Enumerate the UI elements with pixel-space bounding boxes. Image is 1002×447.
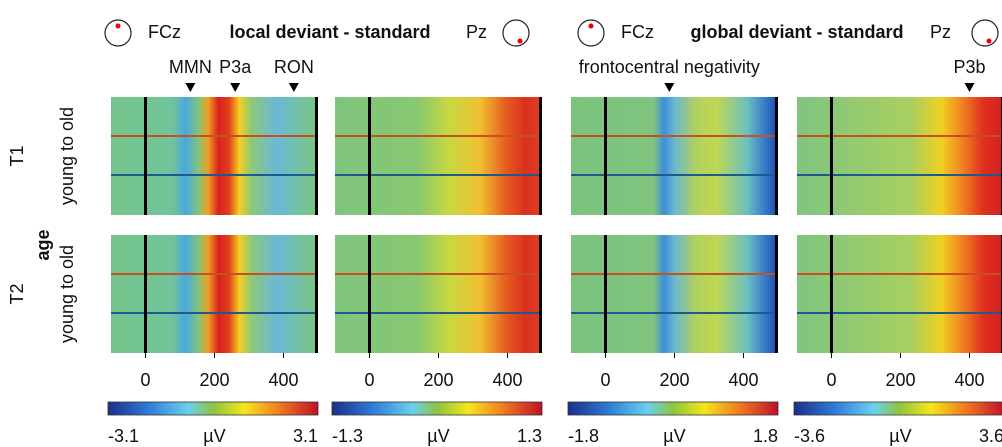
- annotation-arrow: [964, 83, 975, 92]
- electrode-label: Pz: [930, 22, 951, 42]
- annotation-arrow: [185, 83, 196, 92]
- electrode-label: FCz: [148, 22, 181, 42]
- colorbar-min: -3.1: [108, 426, 139, 446]
- colorbar: [331, 401, 543, 416]
- row-sublabel: young to old: [57, 245, 77, 343]
- colorbar-min: -3.6: [794, 426, 825, 446]
- electrode-label: Pz: [466, 22, 487, 42]
- x-tick-label: 0: [826, 370, 836, 390]
- colorbar-max: 1.3: [517, 426, 542, 446]
- row-label: T2: [7, 283, 27, 304]
- annotation-arrow: [230, 83, 241, 92]
- colorbar-min: -1.8: [568, 426, 599, 446]
- colorbar-max: 1.8: [753, 426, 778, 446]
- x-tick-label: 400: [492, 370, 522, 390]
- annotation-arrow: [288, 83, 299, 92]
- heatmap: [571, 97, 778, 215]
- annotation: P3b: [953, 57, 985, 77]
- y-axis-label: age: [33, 229, 53, 260]
- electrode-label: FCz: [621, 22, 654, 42]
- x-tick-label: 200: [423, 370, 453, 390]
- annotation: RON: [274, 57, 314, 77]
- colorbar-label: µV: [889, 426, 911, 446]
- x-tick-label: 0: [140, 370, 150, 390]
- colorbar: [107, 401, 319, 416]
- row-sublabel: young to old: [57, 107, 77, 205]
- heatmap: [571, 235, 778, 353]
- heatmap: [797, 235, 1002, 353]
- row-label: T1: [7, 145, 27, 166]
- colorbar-min: -1.3: [332, 426, 363, 446]
- header-title: global deviant - standard: [690, 22, 903, 42]
- x-tick-label: 200: [659, 370, 689, 390]
- annotation: MMN: [169, 57, 212, 77]
- heatmap: [797, 97, 1002, 215]
- annotation: frontocentral negativity: [579, 57, 760, 77]
- annotation-arrow: [664, 83, 675, 92]
- x-tick-label: 200: [199, 370, 229, 390]
- colorbar-max: 3.1: [293, 426, 318, 446]
- colorbar-label: µV: [427, 426, 449, 446]
- x-tick-label: 400: [954, 370, 984, 390]
- head-icon: [104, 19, 999, 47]
- x-tick-label: 200: [885, 370, 915, 390]
- heatmap: [111, 97, 318, 215]
- x-tick-label: 400: [728, 370, 758, 390]
- heatmap: [111, 235, 318, 353]
- header-title: local deviant - standard: [229, 22, 430, 42]
- colorbar: [793, 401, 1002, 416]
- colorbar: [567, 401, 779, 416]
- colorbar-label: µV: [663, 426, 685, 446]
- colorbar-max: 3.6: [979, 426, 1002, 446]
- x-tick-label: 0: [364, 370, 374, 390]
- heatmap: [335, 235, 542, 353]
- x-tick-label: 0: [600, 370, 610, 390]
- annotation: P3a: [219, 57, 252, 77]
- heatmap: [335, 97, 542, 215]
- x-tick-label: 400: [268, 370, 298, 390]
- colorbar-label: µV: [203, 426, 225, 446]
